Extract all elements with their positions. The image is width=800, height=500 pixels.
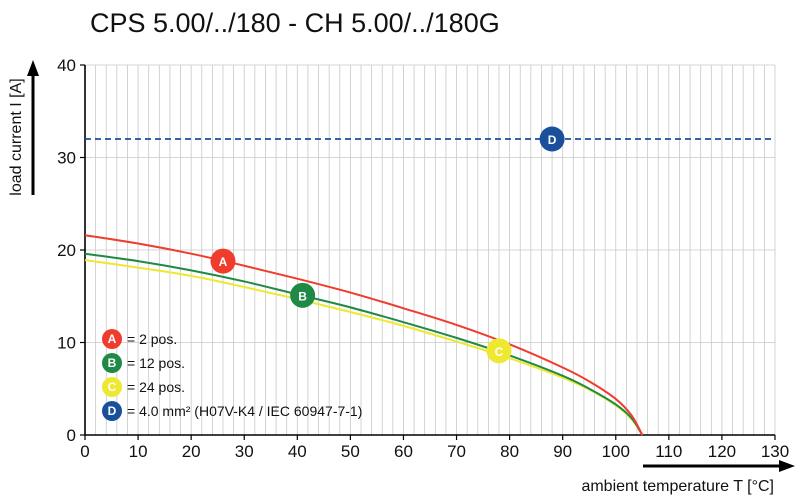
marker-label-a: A	[219, 255, 228, 269]
marker-label-c: C	[495, 345, 504, 359]
marker-a	[210, 248, 236, 274]
x-axis-arrow-head	[779, 460, 795, 472]
marker-d	[539, 126, 565, 152]
series-line-a	[84, 234, 644, 436]
marker-label-b: B	[298, 289, 307, 303]
legend-marker-letter-d: D	[108, 404, 117, 418]
y-tick-label: 20	[57, 241, 76, 260]
legend-label-d: = 4.0 mm² (H07V-K4 / IEC 60947-7-1)	[127, 403, 362, 419]
x-tick-label: 0	[80, 442, 89, 461]
x-tick-label: 30	[235, 442, 254, 461]
legend: A = 2 pos. B = 12 pos. C = 24 pos. D = 4.0 mm² …	[102, 329, 362, 421]
legend-marker-letter-b: B	[108, 356, 117, 370]
x-tick-label: 110	[655, 442, 682, 461]
legend-label-c: = 24 pos.	[127, 379, 185, 395]
series-markers: A B C D	[210, 126, 565, 364]
legend-marker-d	[102, 401, 122, 421]
x-tick-label: 60	[394, 442, 413, 461]
axis-titles: load current I [A] ambient temperature T …	[8, 60, 795, 495]
y-tick-label: 40	[57, 56, 76, 75]
series-line-b	[84, 252, 644, 436]
legend-marker-c	[102, 377, 122, 397]
legend-marker-b	[102, 353, 122, 373]
x-tick-label: 130	[761, 442, 789, 461]
marker-label-d: D	[548, 133, 557, 147]
tick-labels: 0 10 20 30 40 50 60 70 80 90 100 110 120 130 0 10 20 30 40	[57, 56, 789, 461]
legend-marker-letter-a: A	[108, 332, 117, 346]
x-tick-label: 120	[708, 442, 736, 461]
series-lines	[84, 138, 775, 436]
chart-title: CPS 5.00/../180 - CH 5.00/../180G	[90, 8, 500, 38]
grid	[85, 64, 776, 435]
marker-c	[486, 338, 512, 364]
y-tick-label: 10	[57, 334, 76, 353]
x-tick-label: 40	[288, 442, 307, 461]
legend-label-a: = 2 pos.	[127, 331, 177, 347]
axes	[80, 64, 776, 440]
legend-marker-letter-c: C	[108, 380, 117, 394]
x-tick-label: 10	[129, 442, 148, 461]
y-axis-arrow-head	[27, 60, 39, 76]
x-tick-label: 100	[602, 442, 630, 461]
x-tick-label: 70	[447, 442, 466, 461]
x-tick-label: 90	[553, 442, 572, 461]
y-axis-title: load current I [A]	[8, 78, 25, 195]
y-tick-label: 30	[57, 149, 76, 168]
legend-label-b: = 12 pos.	[127, 355, 185, 371]
legend-marker-a	[102, 329, 122, 349]
x-tick-label: 20	[182, 442, 201, 461]
x-axis-title: ambient temperature T [°C]	[581, 478, 774, 495]
marker-b	[290, 282, 316, 308]
x-tick-label: 80	[500, 442, 519, 461]
y-tick-label: 0	[67, 426, 76, 445]
x-tick-label: 50	[341, 442, 360, 461]
